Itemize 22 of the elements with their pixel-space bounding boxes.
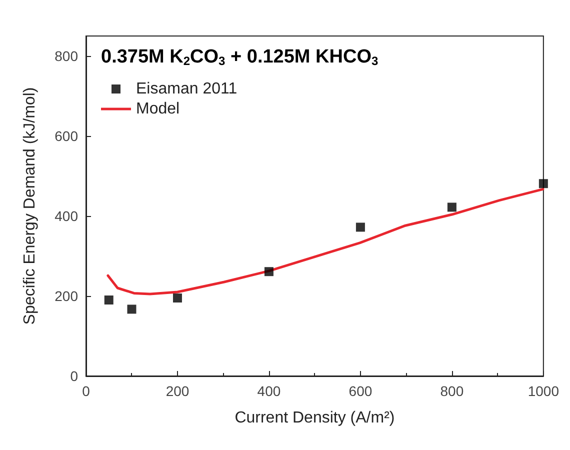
x-tick-label: 800 xyxy=(440,383,464,399)
y-axis-title: Specific Energy Demand (kJ/mol) xyxy=(22,87,38,325)
x-tick-label: 0 xyxy=(82,383,90,399)
y-tick-label: 800 xyxy=(54,48,78,64)
x-tick-label: 1000 xyxy=(528,383,560,399)
point xyxy=(447,202,456,212)
y-tick-label: 200 xyxy=(54,288,78,304)
point xyxy=(172,294,182,302)
legend-label: Eisaman 2011 xyxy=(136,80,238,98)
y-tick-label: 400 xyxy=(54,208,78,224)
point xyxy=(538,179,548,188)
point xyxy=(264,267,274,276)
x-tick-label: 600 xyxy=(348,383,372,399)
point xyxy=(356,222,365,232)
x-axis-title: Current Density (A/m²) xyxy=(234,410,395,426)
x-tick-label: 200 xyxy=(166,383,190,399)
y-tick-label: 600 xyxy=(54,128,78,144)
point xyxy=(127,304,136,314)
legend-label: Model xyxy=(136,100,180,118)
x-tick-label: 400 xyxy=(257,383,281,399)
y-tick-label: 0 xyxy=(70,368,78,384)
point xyxy=(104,296,114,304)
